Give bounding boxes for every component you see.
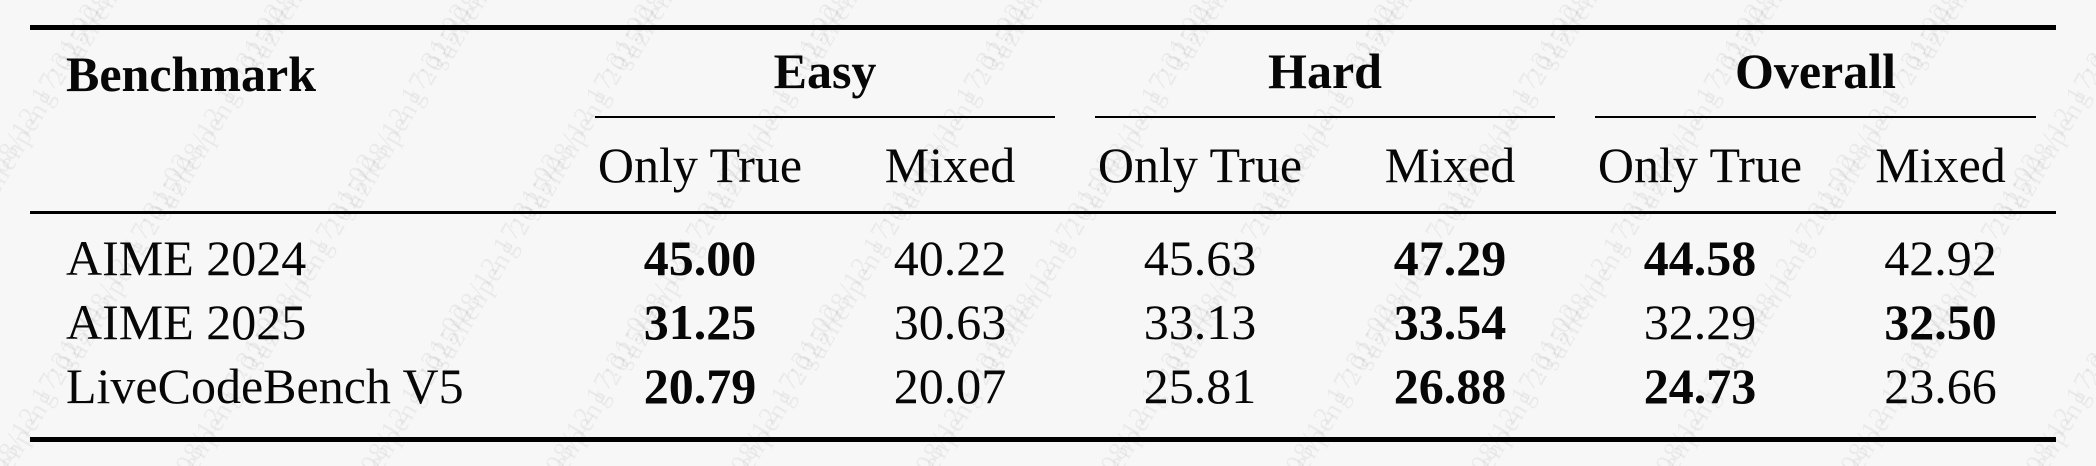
value-cell: 40.22 xyxy=(893,230,1007,286)
group-header-easy: Easy xyxy=(575,30,1075,118)
table-header: Benchmark Easy Hard Overall Only True Mi… xyxy=(30,30,2056,211)
table-body: AIME 2024 45.00 40.22 45.63 47.29 44.58 … xyxy=(30,214,2056,437)
benchmark-cell: LiveCodeBench V5 xyxy=(66,358,464,414)
table-header-rule xyxy=(30,211,2056,214)
benchmark-cell: AIME 2024 xyxy=(66,230,307,286)
subheader-overall-mixed: Mixed xyxy=(1875,136,2006,193)
value-cell: 33.13 xyxy=(1143,294,1257,350)
benchmark-cell: AIME 2025 xyxy=(66,294,307,350)
column-header-benchmark: Benchmark xyxy=(66,46,316,102)
value-cell: 32.50 xyxy=(1884,294,1997,350)
value-cell: 24.73 xyxy=(1643,358,1757,414)
value-cell: 31.25 xyxy=(643,294,757,350)
subheader-easy-mixed: Mixed xyxy=(884,136,1016,193)
value-cell: 47.29 xyxy=(1393,230,1507,286)
value-cell: 26.88 xyxy=(1393,358,1507,414)
value-cell: 44.58 xyxy=(1643,230,1757,286)
value-cell: 33.54 xyxy=(1393,294,1507,350)
value-cell: 30.63 xyxy=(893,294,1007,350)
table-bottom-rule xyxy=(30,437,2056,442)
value-cell: 45.00 xyxy=(643,230,757,286)
value-cell: 32.29 xyxy=(1643,294,1757,350)
value-cell: 25.81 xyxy=(1143,358,1257,414)
subheader-hard-mixed: Mixed xyxy=(1384,136,1516,193)
group-header-hard: Hard xyxy=(1075,30,1575,118)
value-cell: 42.92 xyxy=(1884,230,1997,286)
value-cell: 23.66 xyxy=(1884,358,1997,414)
value-cell: 45.63 xyxy=(1143,230,1257,286)
subheader-hard-only-true: Only True xyxy=(1097,136,1303,193)
watermark-text: suzhenpeng 2025/08/12 17:31:02 xyxy=(2090,0,2096,375)
watermark-text: suzhenpeng 2025/08/12 17:31:02 xyxy=(2090,0,2096,76)
subheader-overall-only-true: Only True xyxy=(1597,136,1803,193)
table-top-rule xyxy=(30,25,2056,30)
value-cell: 20.79 xyxy=(643,358,757,414)
subheader-easy-only-true: Only True xyxy=(597,136,803,193)
value-cell: 20.07 xyxy=(893,358,1007,414)
watermark-text: suzhenpeng 2025/08/12 17:31:02 xyxy=(2090,296,2096,466)
group-header-overall: Overall xyxy=(1575,30,2056,118)
results-table: Benchmark Easy Hard Overall Only True Mi… xyxy=(30,25,2056,442)
